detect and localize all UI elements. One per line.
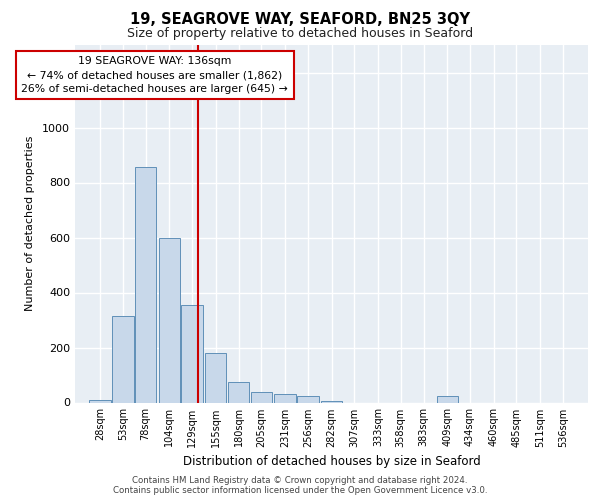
Text: Contains public sector information licensed under the Open Government Licence v3: Contains public sector information licen… xyxy=(113,486,487,495)
Bar xyxy=(274,394,296,402)
Bar xyxy=(181,305,203,402)
X-axis label: Distribution of detached houses by size in Seaford: Distribution of detached houses by size … xyxy=(182,455,481,468)
Bar xyxy=(158,238,180,402)
Bar xyxy=(321,401,342,402)
Text: Contains HM Land Registry data © Crown copyright and database right 2024.: Contains HM Land Registry data © Crown c… xyxy=(132,476,468,485)
Bar xyxy=(135,168,157,402)
Bar xyxy=(205,353,226,403)
Text: 19 SEAGROVE WAY: 136sqm
← 74% of detached houses are smaller (1,862)
26% of semi: 19 SEAGROVE WAY: 136sqm ← 74% of detache… xyxy=(22,56,288,94)
Bar xyxy=(437,396,458,402)
Y-axis label: Number of detached properties: Number of detached properties xyxy=(25,136,35,312)
Bar xyxy=(89,400,111,402)
Text: 19, SEAGROVE WAY, SEAFORD, BN25 3QY: 19, SEAGROVE WAY, SEAFORD, BN25 3QY xyxy=(130,12,470,28)
Bar xyxy=(251,392,272,402)
Text: Size of property relative to detached houses in Seaford: Size of property relative to detached ho… xyxy=(127,28,473,40)
Bar xyxy=(297,396,319,402)
Bar xyxy=(112,316,134,402)
Bar xyxy=(228,382,249,402)
